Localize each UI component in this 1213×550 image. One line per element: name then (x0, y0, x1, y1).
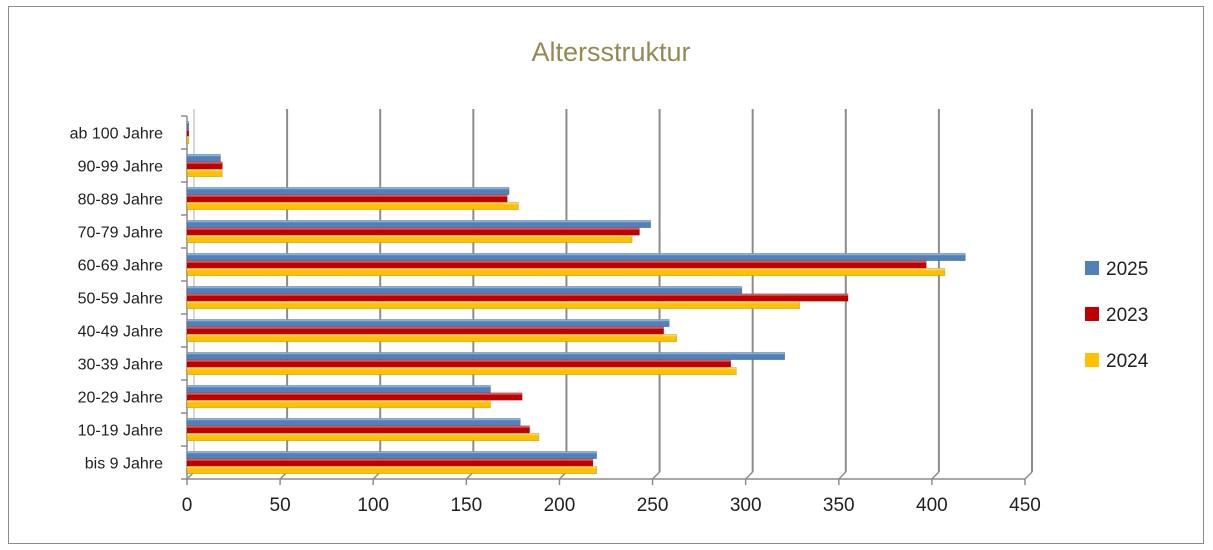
bar-highlight (187, 367, 737, 370)
category-label: ab 100 Jahre (70, 126, 164, 143)
bar-highlight (187, 418, 521, 421)
bar-highlight (187, 121, 189, 124)
bar-highlight (187, 385, 491, 388)
bar-2024-10-19-Jahre (186, 433, 540, 441)
category-label: 60-69 Jahre (78, 258, 163, 275)
bar-2024-40-49-Jahre (186, 334, 678, 342)
category-label: 70-79 Jahre (78, 225, 163, 242)
bar-highlight (187, 260, 927, 263)
legend-label-2023: 2023 (1106, 305, 1148, 326)
bar-highlight (187, 334, 677, 337)
gridline-foot (838, 471, 847, 480)
chart-title: Altersstruktur (531, 37, 690, 67)
category-label: 80-89 Jahre (78, 192, 163, 209)
bar-highlight (187, 268, 945, 271)
bar-highlight (187, 392, 523, 395)
bar-highlight (187, 136, 189, 139)
category-label: 90-99 Jahre (78, 159, 163, 176)
x-tick-label: 0 (182, 495, 193, 516)
bar-highlight (187, 161, 223, 164)
x-tick-label: 400 (916, 495, 948, 516)
gridline-foot (745, 471, 754, 480)
bar-highlight (187, 319, 670, 322)
x-tick-label: 450 (1009, 495, 1041, 516)
bar-highlight (187, 301, 800, 304)
legend-swatch-2025 (1085, 261, 1099, 275)
bar-highlight (187, 286, 742, 289)
bar-highlight (187, 227, 640, 230)
category-label: 30-39 Jahre (78, 357, 163, 374)
gridline-foot (1024, 471, 1033, 480)
gridline-foot (652, 471, 661, 480)
bar-2024-30-39-Jahre (186, 367, 737, 375)
legend: 2025 2023 2024 (1085, 259, 1149, 372)
x-tick-label: 200 (544, 495, 576, 516)
bar-highlight (187, 154, 221, 157)
legend-label-2025: 2025 (1106, 259, 1148, 280)
x-tick-label: 300 (730, 495, 762, 516)
bar-highlight (187, 253, 966, 256)
bars (186, 121, 966, 474)
bar-highlight (187, 400, 491, 403)
bar-2024-80-89-Jahre (186, 202, 519, 210)
bar-highlight (187, 235, 633, 238)
x-tick-label: 100 (357, 495, 389, 516)
gridline-foot (931, 471, 940, 480)
bar-2024-ab-100-Jahre (186, 136, 190, 144)
x-tick-label: 250 (637, 495, 669, 516)
bar-highlight (187, 458, 593, 461)
bar-highlight (187, 359, 731, 362)
bar-2024-20-29-Jahre (186, 400, 491, 408)
bar-highlight (187, 194, 508, 197)
category-label: 50-59 Jahre (78, 291, 163, 308)
bar-2024-50-59-Jahre (186, 301, 800, 309)
legend-swatch-2024 (1085, 353, 1099, 367)
bar-highlight (187, 187, 510, 190)
bar-highlight (187, 466, 597, 469)
bar-highlight (187, 293, 849, 296)
bar-2024-60-69-Jahre (186, 268, 946, 276)
bar-highlight (187, 352, 785, 355)
x-tick-label: 150 (450, 495, 482, 516)
legend-label-2024: 2024 (1106, 351, 1149, 372)
bar-highlight (187, 425, 530, 428)
category-label: 20-29 Jahre (78, 390, 163, 407)
bar-highlight (187, 451, 597, 454)
category-label: bis 9 Jahre (85, 456, 163, 473)
x-tick-label: 350 (823, 495, 855, 516)
x-tick-label: 50 (270, 495, 291, 516)
bar-2024-bis-9-Jahre (186, 466, 597, 474)
bar-highlight (187, 169, 223, 172)
bar-highlight (187, 202, 519, 205)
axis-labels: bis 9 Jahre 10-19 Jahre 20-29 Jahre 30-39 J… (70, 126, 1041, 517)
category-label: 40-49 Jahre (78, 324, 163, 341)
bar-highlight (187, 433, 539, 436)
category-label: 10-19 Jahre (78, 423, 163, 440)
bar-highlight (187, 128, 189, 131)
bar-2024-90-99-Jahre (186, 169, 223, 177)
bar-2024-70-79-Jahre (186, 235, 633, 243)
bar-highlight (187, 220, 651, 223)
bar-highlight (187, 326, 664, 329)
legend-swatch-2023 (1085, 307, 1099, 321)
